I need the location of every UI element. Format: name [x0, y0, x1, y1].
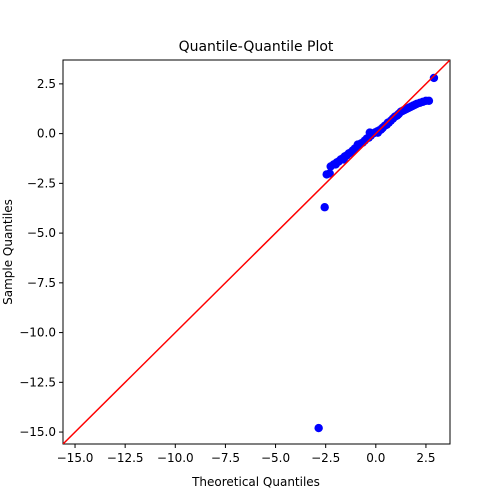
data-point — [424, 96, 434, 105]
data-point — [314, 423, 323, 433]
x-tick-label: −5.0 — [261, 451, 290, 465]
y-tick-label: −10.0 — [19, 326, 56, 340]
data-point — [429, 73, 439, 83]
x-tick-label: −7.5 — [211, 451, 240, 465]
data-point — [339, 155, 348, 164]
data-point — [331, 160, 340, 169]
x-tick-label: −2.5 — [311, 451, 340, 465]
data-point — [320, 203, 329, 212]
x-tick-label: 0.0 — [366, 451, 385, 465]
y-tick-label: 2.5 — [37, 77, 56, 91]
x-axis-ticks: −15.0 −12.5 −10.0 −7.5 −5.0 −2.5 0.0 2.5 — [57, 444, 435, 465]
x-tick-label: 2.5 — [416, 451, 435, 465]
data-point — [353, 140, 362, 149]
data-point — [325, 169, 334, 178]
x-axis-label: Theoretical Quantiles — [191, 475, 320, 489]
data-points-layer — [314, 73, 439, 433]
y-tick-label: −15.0 — [19, 425, 56, 439]
plot-frame — [62, 59, 451, 445]
y-tick-label: −2.5 — [27, 176, 56, 190]
reference-line — [63, 60, 450, 444]
x-tick-label: −12.5 — [107, 451, 144, 465]
y-tick-label: −12.5 — [19, 375, 56, 389]
x-tick-label: −15.0 — [57, 451, 94, 465]
y-tick-label: −5.0 — [27, 226, 56, 240]
reference-line-layer — [63, 60, 450, 444]
y-axis-ticks: −15.0 −12.5 −10.0 −7.5 −5.0 −2.5 0.0 2.5 — [19, 77, 63, 439]
y-axis-label: Sample Quantiles — [1, 199, 15, 305]
y-tick-label: −7.5 — [27, 276, 56, 290]
y-tick-label: 0.0 — [37, 127, 56, 141]
data-point — [365, 128, 374, 137]
x-tick-label: −10.0 — [157, 451, 194, 465]
data-point — [393, 110, 403, 119]
plot-area — [62, 59, 451, 445]
chart-title: Quantile-Quantile Plot — [179, 39, 334, 55]
